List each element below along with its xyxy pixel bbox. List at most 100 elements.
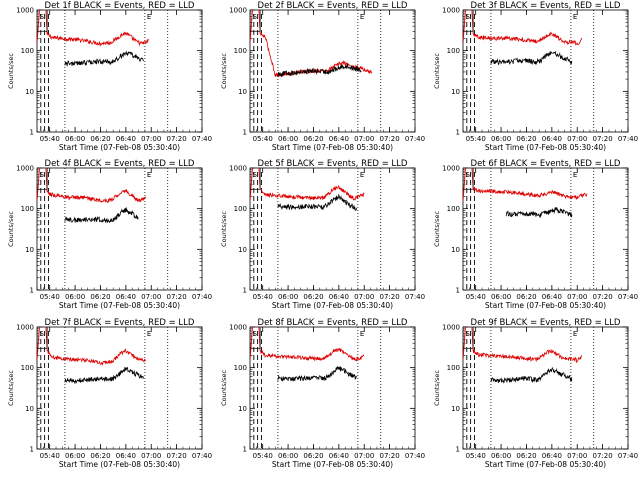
y-tick-label: 10 [451,88,460,96]
y-tick-label: 1000 [442,165,460,173]
lld-series-line [46,188,147,203]
x-tick-label: 06:00 [278,452,298,460]
x-tick-label: 06:20 [303,135,323,143]
y-axis-label: Counts/sec [433,53,441,89]
y-tick-label: 1000 [229,165,247,173]
panel-det-3: Det 3f BLACK = Events, RED = LLD 1 10 100 10… [433,1,638,152]
e-marker: E [360,171,364,179]
y-axis-label: Counts/sec [220,53,228,89]
s-marker: S [466,171,471,179]
x-axis-label: Start Time (07-Feb-08 05:30:40) [485,143,606,152]
y-tick-label: 1000 [16,165,34,173]
peak-box [463,327,474,349]
events-series-line [64,207,139,224]
y-tick-label: 10 [451,405,460,413]
panel-title: Det 6f BLACK = Events, RED = LLD [471,159,621,169]
y-tick-label: 1 [243,446,247,454]
e-marker: E [573,330,577,338]
e-marker: E [573,13,577,21]
x-tick-label: 07:20 [380,452,400,460]
s-marker: S [253,330,258,338]
x-tick-label: 07:20 [167,293,187,301]
lld-flare-spike [250,10,261,44]
x-tick-label: 07:20 [380,135,400,143]
y-tick-label: 1000 [229,324,247,332]
events-series-line [277,193,357,211]
x-tick-label: 07:40 [618,293,638,301]
e-marker: E [360,330,364,338]
x-tick-label: 06:40 [329,452,349,460]
y-tick-label: 100 [447,205,460,213]
y-axis-label: Counts/sec [7,53,15,89]
panel-title: Det 9f BLACK = Events, RED = LLD [471,318,621,328]
peak-box [250,327,261,349]
events-series-line [277,365,357,382]
x-tick-label: 06:00 [65,135,85,143]
lld-series-line [472,348,583,364]
x-tick-label: 07:00 [141,135,161,143]
y-tick-label: 100 [21,47,34,55]
plot-area [37,327,169,449]
x-tick-label: 06:40 [542,293,562,301]
x-tick-label: 07:20 [380,293,400,301]
x-tick-label: 05:40 [40,293,60,301]
x-tick-label: 06:20 [303,452,323,460]
x-tick-label: 06:40 [329,135,349,143]
plot-area [250,327,382,449]
panel-det-4: Det 4f BLACK = Events, RED = LLD 1 10 100 10… [7,159,212,310]
s-marker: S [253,13,258,21]
x-tick-label: 07:20 [167,135,187,143]
peak-box [37,10,48,32]
lld-series-line [259,347,365,362]
y-tick-label: 10 [25,246,34,254]
panel-det-5: Det 5f BLACK = Events, RED = LLD 1 10 100 10… [220,159,425,310]
peak-box [250,168,261,190]
x-axis-label: Start Time (07-Feb-08 05:30:40) [272,301,393,310]
x-tick-label: 05:40 [466,293,486,301]
peak-box [463,10,474,32]
x-tick-label: 06:40 [542,452,562,460]
lld-flare-spike [463,168,474,202]
s-marker: S [466,13,471,21]
events-series-line [64,50,144,68]
x-tick-label: 07:00 [354,452,374,460]
x-axis-label: Start Time (07-Feb-08 05:30:40) [485,301,606,310]
panel-title: Det 1f BLACK = Events, RED = LLD [45,1,195,11]
s-marker: S [40,13,45,21]
lld-series-line [47,348,146,366]
x-tick-label: 06:20 [516,452,536,460]
x-tick-label: 06:40 [116,452,136,460]
peak-box [463,168,474,190]
x-tick-label: 07:40 [618,452,638,460]
lld-series-line [472,186,588,200]
y-axis-label: Counts/sec [7,370,15,406]
y-tick-label: 1 [456,287,460,295]
lld-series-line [259,185,365,201]
x-tick-label: 07:00 [354,293,374,301]
x-tick-label: 06:00 [278,293,298,301]
y-tick-label: 100 [21,205,34,213]
s-marker: S [40,330,45,338]
events-series-line [505,206,573,219]
x-tick-label: 07:20 [167,452,187,460]
peak-box [250,10,261,32]
x-tick-label: 06:20 [90,135,110,143]
peak-box [37,327,48,349]
y-tick-label: 1000 [16,7,34,15]
x-tick-label: 07:20 [593,452,613,460]
peak-box [37,168,48,190]
x-tick-label: 06:40 [329,293,349,301]
plot-area [250,10,382,132]
x-tick-label: 05:40 [466,452,486,460]
panel-det-2: Det 2f BLACK = Events, RED = LLD 1 10 100 10… [220,1,425,152]
y-tick-label: 1 [30,446,34,454]
plot-area [37,168,169,290]
y-tick-label: 10 [238,88,247,96]
x-tick-label: 07:40 [405,293,425,301]
y-tick-label: 1000 [442,7,460,15]
x-tick-label: 06:00 [491,135,511,143]
x-tick-label: 07:00 [354,135,374,143]
x-tick-label: 05:40 [253,452,273,460]
y-tick-label: 100 [234,47,247,55]
x-tick-label: 05:40 [253,135,273,143]
